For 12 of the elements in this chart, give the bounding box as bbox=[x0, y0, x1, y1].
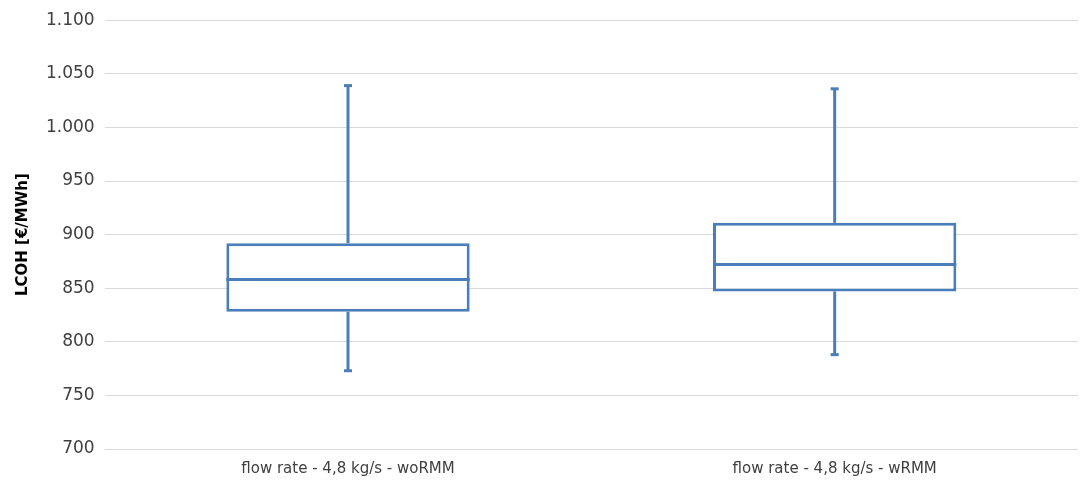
y-tick-label: 1.050 bbox=[46, 62, 95, 83]
y-tick-label: 800 bbox=[62, 330, 95, 351]
x-tick-label: flow rate - 4,8 kg/s - woRMM bbox=[241, 458, 455, 477]
x-tick-label: flow rate - 4,8 kg/s - wRMM bbox=[732, 458, 937, 477]
y-tick-label: 900 bbox=[62, 223, 95, 244]
y-tick-label: 700 bbox=[62, 437, 95, 458]
y-axis-title: LCOH [€/MWh] bbox=[12, 173, 31, 297]
y-tick-label: 950 bbox=[62, 169, 95, 190]
y-tick-label: 1.000 bbox=[46, 115, 95, 136]
y-tick-label: 850 bbox=[62, 276, 95, 297]
y-tick-label: 750 bbox=[62, 383, 95, 404]
y-tick-label: 1.100 bbox=[46, 8, 95, 29]
